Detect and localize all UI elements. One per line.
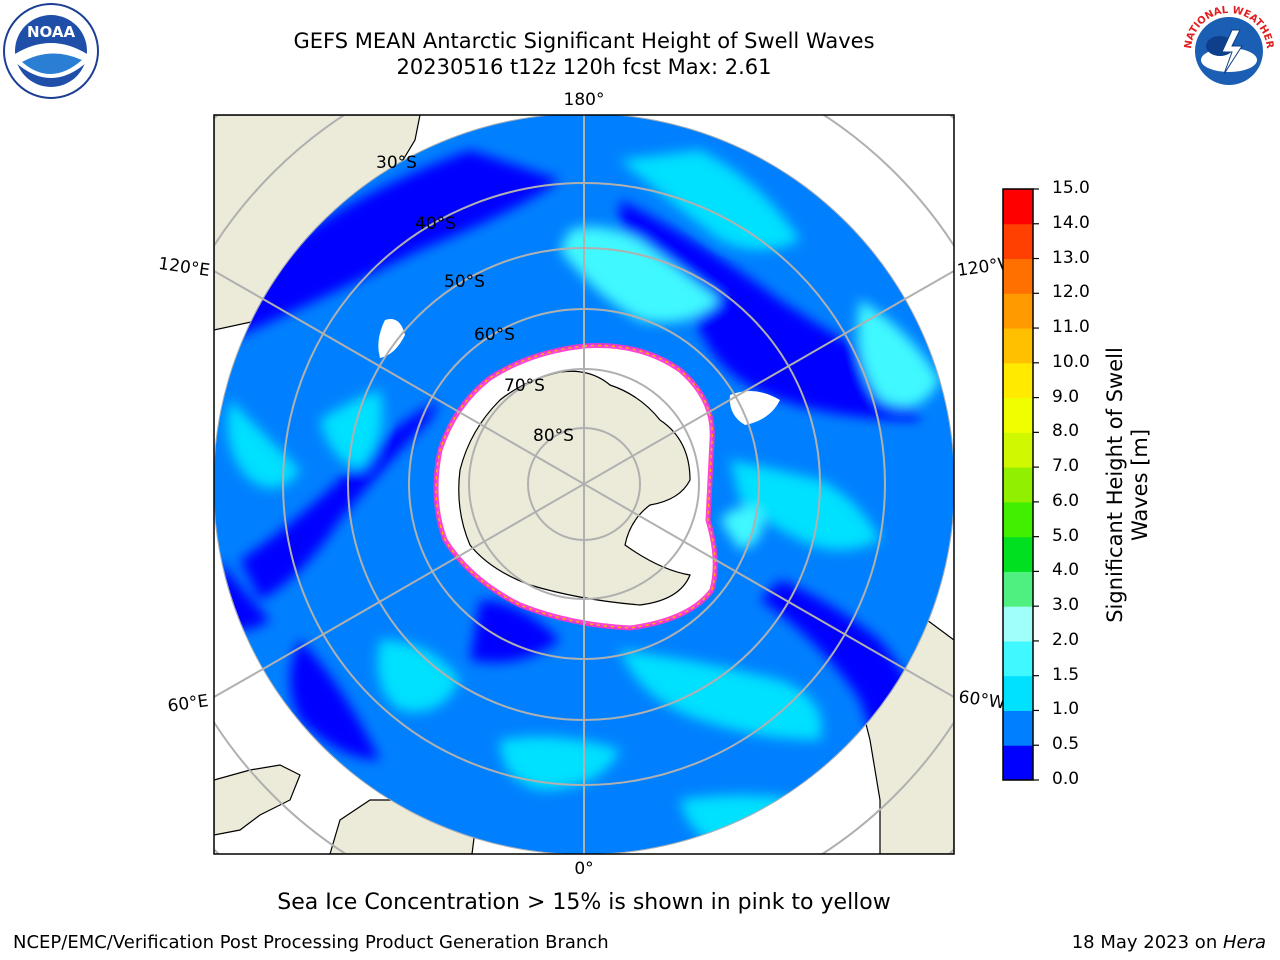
footer-credit: NCEP/EMC/Verification Post Processing Pr… [13,932,609,953]
colorbar-segment [1003,710,1033,746]
colorbar-segment [1003,467,1033,503]
lon-label-60e: 60°E [166,691,209,716]
colorbar-label: Significant Height of Swell Waves [m] [1103,347,1153,623]
colorbar-segment [1003,640,1033,677]
colorbar-tick-label: 14.0 [1052,212,1090,233]
lat-label-70s: 70°S [504,376,545,396]
colorbar-segment [1003,675,1033,711]
footer-date-text: 18 May 2023 on [1071,932,1223,953]
colorbar-label-line2: Waves [m] [1128,428,1152,542]
colorbar-tick-label: 2.0 [1052,629,1080,650]
colorbar [1002,188,1039,781]
colorbar-segment [1003,223,1033,260]
footer-date: 18 May 2023 on Hera [1072,932,1266,953]
colorbar-tick-label: 0.5 [1052,734,1080,755]
lat-label-40s: 40°S [415,214,456,234]
colorbar-frame [1002,188,1034,781]
colorbar-tick-label: 0.0 [1052,769,1080,789]
colorbar-tick-label: 12.0 [1052,282,1090,303]
chart-subtitle: 20230516 t12z 120h fcst Max: 2.61 [396,55,772,79]
colorbar-segment [1003,258,1033,294]
lat-label-80s: 80°S [533,426,574,446]
footer-host: Hera [1222,932,1266,953]
colorbar-segment [1003,293,1033,329]
sea-ice-note: Sea Ice Concentration > 15% is shown in … [277,890,891,915]
colorbar-tick-label: 8.0 [1052,421,1080,442]
lon-label-120e: 120°E [157,254,211,281]
svg-text:NOAA: NOAA [27,23,76,41]
colorbar-tick-label: 3.0 [1052,595,1080,616]
colorbar-tick-label: 1.0 [1052,699,1080,720]
lat-label-50s: 50°S [444,272,485,292]
graticule [214,115,954,854]
colorbar-segment [1003,397,1033,433]
lat-label-30s: 30°S [376,153,417,173]
map-frame [213,114,955,855]
colorbar-segment [1003,606,1033,642]
colorbar-tick-label: 7.0 [1052,456,1080,477]
colorbar-segment [1003,571,1033,607]
colorbar-tick-label: 13.0 [1052,247,1090,268]
nws-logo: NATIONAL WEATHER SERVICE [1176,0,1278,100]
colorbar-tick-label: 4.0 [1052,560,1080,581]
colorbar-tick-label: 15.0 [1052,178,1090,198]
chart-title: GEFS MEAN Antarctic Significant Height o… [293,29,875,53]
colorbar-tick-label: 9.0 [1052,386,1080,407]
colorbar-segment [1003,189,1033,225]
colorbar-segment [1003,362,1033,399]
colorbar-tick-label: 5.0 [1052,525,1080,546]
colorbar-tick-label: 10.0 [1052,351,1090,372]
colorbar-segment [1003,432,1033,468]
colorbar-label-line1: Significant Height of Swell [1103,347,1127,623]
colorbar-tick-label: 6.0 [1052,490,1080,511]
lat-label-60s: 60°S [474,325,515,345]
colorbar-segment [1003,328,1033,364]
lon-label-60w: 60°W [957,687,1006,713]
lon-label-0: 0° [574,859,593,879]
colorbar-segment [1003,745,1033,781]
colorbar-tick-label: 1.5 [1052,664,1080,685]
colorbar-segment [1003,536,1033,572]
antarctica [433,343,718,631]
colorbar-segment [1003,501,1033,538]
colorbar-tick-label: 11.0 [1052,317,1090,338]
graticule-outer [214,115,954,854]
lon-label-180: 180° [564,90,605,110]
noaa-logo: NOAA [2,2,100,100]
